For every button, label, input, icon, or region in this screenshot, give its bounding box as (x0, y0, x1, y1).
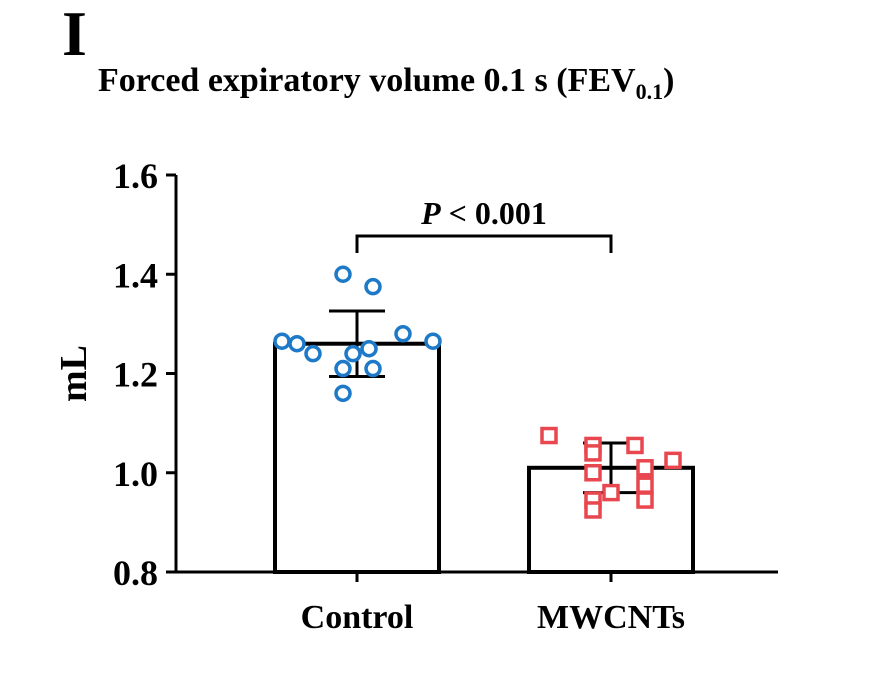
bar-control (273, 341, 441, 574)
chart-title: Forced expiratory volume 0.1 s (FEV0.1) (98, 62, 674, 105)
data-point-mwcnts (636, 459, 654, 477)
data-point-mwcnts (584, 464, 602, 482)
data-point-control (424, 332, 442, 350)
y-tick-label: 1.2 (113, 355, 158, 395)
data-point-mwcnts (584, 501, 602, 519)
data-point-control (394, 325, 412, 343)
data-point-control (334, 384, 352, 403)
significance-label: P < 0.001 (420, 195, 547, 231)
data-point-control (334, 359, 352, 378)
data-point-mwcnts (540, 426, 558, 445)
y-tick-label: 1.4 (113, 255, 158, 295)
data-point-control (344, 344, 362, 363)
y-tick-label: 1.0 (113, 454, 158, 494)
data-point-control (273, 332, 291, 350)
data-point-mwcnts (664, 451, 682, 470)
chart-title-text: Forced expiratory volume 0.1 s (FEV (98, 62, 636, 99)
significance-bracket: P < 0.001 (355, 195, 613, 253)
significance-line (355, 234, 613, 253)
data-point-mwcnts (636, 476, 654, 494)
data-point-control (304, 344, 322, 363)
data-point-mwcnts (636, 491, 654, 509)
chart-title-suffix: ) (663, 62, 675, 99)
data-point-control (334, 265, 352, 283)
data-points (273, 265, 682, 519)
data-point-mwcnts (602, 483, 620, 502)
x-tick-label: MWCNTs (537, 599, 685, 636)
y-tick-label: 1.6 (113, 156, 158, 196)
panel-label: I (62, 0, 87, 69)
data-point-mwcnts (626, 436, 644, 455)
data-point-control (364, 359, 382, 378)
data-point-control (360, 339, 378, 358)
y-axis-label: mL (53, 345, 95, 402)
data-point-mwcnts (584, 444, 602, 462)
x-tick-label: Control (301, 599, 414, 636)
chart-title-subscript: 0.1 (635, 78, 664, 104)
data-point-control (364, 277, 382, 296)
data-point-control (288, 334, 306, 353)
y-tick-label: 0.8 (113, 553, 158, 593)
